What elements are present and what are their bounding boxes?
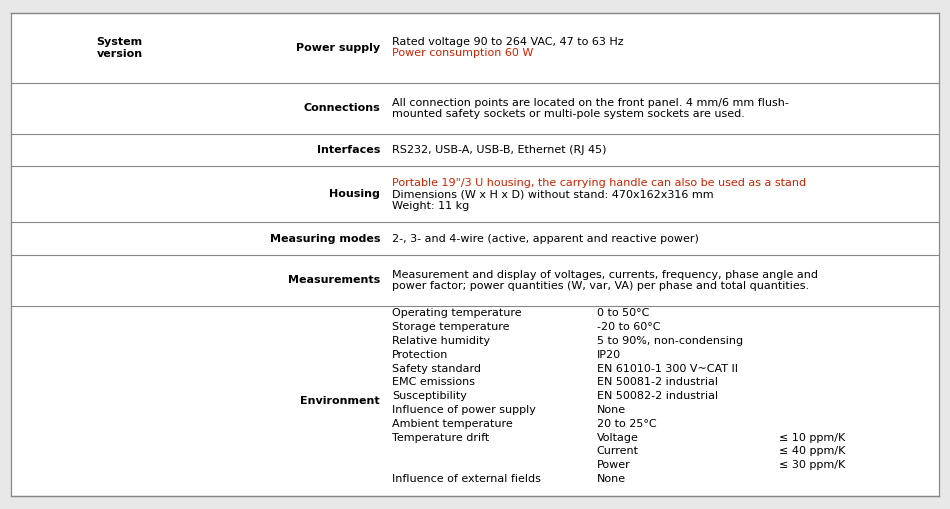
Text: Protection: Protection bbox=[392, 350, 448, 360]
Text: Measuring modes: Measuring modes bbox=[270, 234, 380, 243]
Text: Power consumption 60 W: Power consumption 60 W bbox=[392, 48, 534, 59]
Text: Ambient temperature: Ambient temperature bbox=[392, 419, 513, 429]
Text: Weight: 11 kg: Weight: 11 kg bbox=[392, 201, 469, 211]
Text: Current: Current bbox=[597, 446, 638, 457]
Text: Connections: Connections bbox=[303, 103, 380, 113]
Text: Susceptibility: Susceptibility bbox=[392, 391, 467, 401]
Text: Storage temperature: Storage temperature bbox=[392, 322, 510, 332]
Text: Safety standard: Safety standard bbox=[392, 363, 482, 374]
Text: Relative humidity: Relative humidity bbox=[392, 336, 490, 346]
Text: Dimensions (W x H x D) without stand: 470x162x316 mm: Dimensions (W x H x D) without stand: 47… bbox=[392, 189, 714, 200]
Text: None: None bbox=[597, 405, 626, 415]
Text: 2-, 3- and 4-wire (active, apparent and reactive power): 2-, 3- and 4-wire (active, apparent and … bbox=[392, 234, 699, 243]
Text: ≤ 40 ppm/K: ≤ 40 ppm/K bbox=[779, 446, 846, 457]
FancyBboxPatch shape bbox=[11, 13, 939, 496]
Text: EN 50081-2 industrial: EN 50081-2 industrial bbox=[597, 377, 717, 387]
Text: ≤ 30 ppm/K: ≤ 30 ppm/K bbox=[779, 460, 846, 470]
Text: Temperature drift: Temperature drift bbox=[392, 433, 489, 443]
Text: Measurements: Measurements bbox=[288, 275, 380, 286]
Text: ≤ 10 ppm/K: ≤ 10 ppm/K bbox=[779, 433, 846, 443]
Text: Influence of power supply: Influence of power supply bbox=[392, 405, 536, 415]
Text: None: None bbox=[597, 474, 626, 484]
Text: Power: Power bbox=[597, 460, 631, 470]
Text: Influence of external fields: Influence of external fields bbox=[392, 474, 542, 484]
Text: Rated voltage 90 to 264 VAC, 47 to 63 Hz: Rated voltage 90 to 264 VAC, 47 to 63 Hz bbox=[392, 37, 624, 47]
Text: 0 to 50°C: 0 to 50°C bbox=[597, 308, 649, 318]
Text: Portable 19"/3 U housing, the carrying handle can also be used as a stand: Portable 19"/3 U housing, the carrying h… bbox=[392, 178, 807, 188]
Text: EN 61010-1 300 V~CAT II: EN 61010-1 300 V~CAT II bbox=[597, 363, 737, 374]
Text: Housing: Housing bbox=[329, 189, 380, 200]
Text: RS232, USB-A, USB-B, Ethernet (RJ 45): RS232, USB-A, USB-B, Ethernet (RJ 45) bbox=[392, 145, 607, 155]
Text: Environment: Environment bbox=[300, 396, 380, 406]
Text: 5 to 90%, non-condensing: 5 to 90%, non-condensing bbox=[597, 336, 743, 346]
Text: Measurement and display of voltages, currents, frequency, phase angle and: Measurement and display of voltages, cur… bbox=[392, 270, 818, 280]
Text: All connection points are located on the front panel. 4 mm/6 mm flush-: All connection points are located on the… bbox=[392, 98, 789, 107]
Text: EN 50082-2 industrial: EN 50082-2 industrial bbox=[597, 391, 718, 401]
Text: EMC emissions: EMC emissions bbox=[392, 377, 475, 387]
Text: -20 to 60°C: -20 to 60°C bbox=[597, 322, 660, 332]
Text: System
version: System version bbox=[96, 37, 142, 59]
Text: mounted safety sockets or multi-pole system sockets are used.: mounted safety sockets or multi-pole sys… bbox=[392, 109, 745, 119]
Text: power factor; power quantities (W, var, VA) per phase and total quantities.: power factor; power quantities (W, var, … bbox=[392, 281, 809, 291]
Text: 20 to 25°C: 20 to 25°C bbox=[597, 419, 656, 429]
Text: Operating temperature: Operating temperature bbox=[392, 308, 522, 318]
Text: Voltage: Voltage bbox=[597, 433, 638, 443]
Text: IP20: IP20 bbox=[597, 350, 620, 360]
Text: Power supply: Power supply bbox=[295, 43, 380, 53]
Text: Interfaces: Interfaces bbox=[316, 145, 380, 155]
